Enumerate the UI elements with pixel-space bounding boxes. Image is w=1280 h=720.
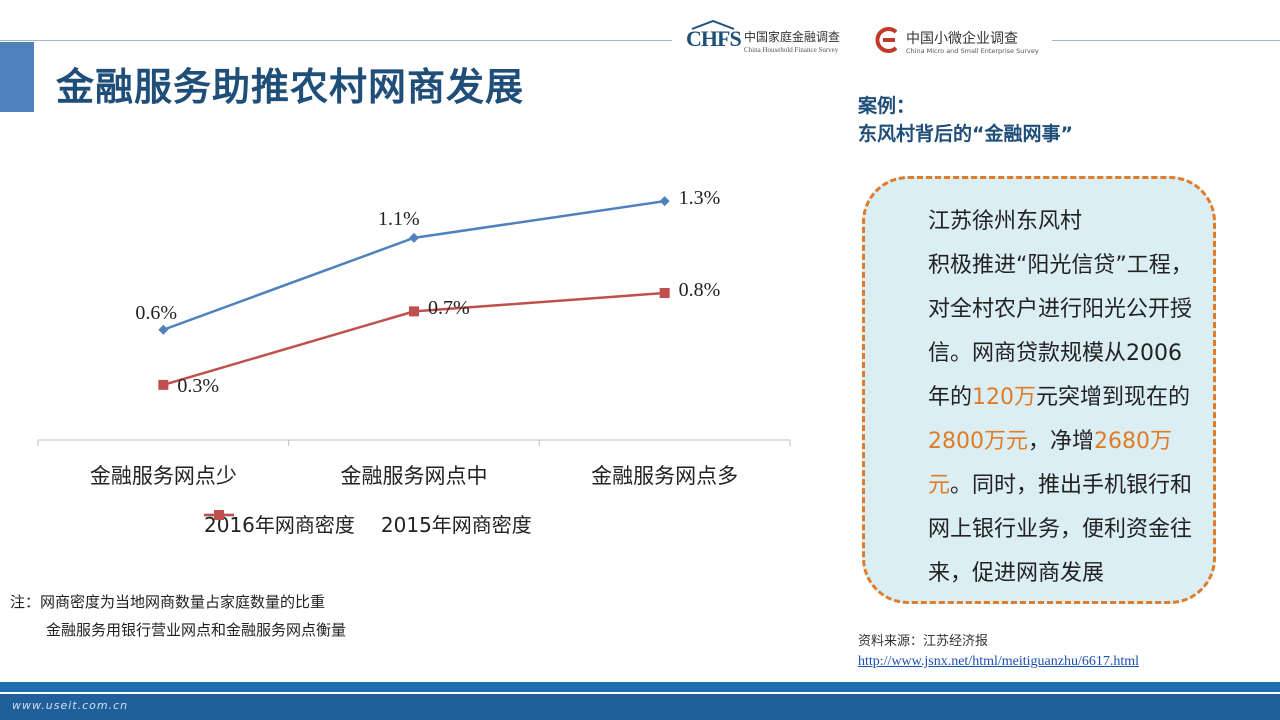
case-text: 江苏徐州东风村 积极推进“阳光信贷”工程，对全村农户进行阳光公开授信。网商贷款规… (892, 200, 1197, 596)
data-label: 1.3% (678, 187, 721, 210)
source-citation: 资料来源：江苏经济报 http://www.jsnx.net/html/meit… (858, 632, 1139, 672)
source-link[interactable]: http://www.jsnx.net/html/meitiguanzhu/66… (858, 654, 1140, 669)
data-point-2016 (659, 196, 670, 207)
legend-label-2016: 2016年网商密度 (204, 512, 355, 537)
legend-swatch-2015 (204, 510, 234, 520)
x-tick-label: 金融服务网点少 (89, 464, 237, 488)
data-point-2015 (659, 288, 670, 298)
chfs-logo: CHFS 中国家庭金融调查 China Household Finance Su… (686, 20, 856, 60)
header-rule-right (1052, 40, 1280, 41)
data-point-2015 (158, 379, 169, 390)
page-title: 金融服务助推农村网商发展 (56, 65, 525, 109)
case-text-b: 元突增到现在的 (1036, 385, 1191, 410)
chart-canvas (37, 196, 791, 446)
case-paragraph-2: 积极推进“阳光信贷”工程，对全村农户进行阳光公开授信。网商贷款规模从2006年的… (892, 244, 1197, 596)
case-callout-box (862, 176, 1216, 604)
legend-item-2015: 2015年网商密度 (204, 509, 532, 538)
footer-band-bottom (0, 694, 1280, 720)
data-label: 0.3% (177, 374, 219, 397)
cmes-name-cn: 中国小微企业调查 (906, 31, 1018, 47)
case-heading: 案例： 东风村背后的“金融网事” (858, 92, 1073, 148)
footer-band-top (0, 682, 1280, 692)
title-accent-bar (0, 42, 34, 112)
highlight-2800wan: 2800万元 (928, 429, 1028, 454)
x-tick-label: 金融服务网点中 (340, 464, 488, 488)
cmes-logo-icon (875, 27, 898, 53)
case-heading-line-1: 案例： (858, 95, 916, 117)
data-label: 0.6% (135, 301, 177, 324)
note-line-1: 注：网商密度为当地网商数量占家庭数量的比重 (10, 593, 326, 611)
case-text-c: ，净增 (1028, 429, 1095, 454)
chart-note: 注：网商密度为当地网商数量占家庭数量的比重 金融服务用银行营业网点和金融服务网点… (10, 588, 346, 644)
source-label: 资料来源：江苏经济报 (858, 634, 989, 649)
chfs-name-en: China Household Finance Survey (744, 46, 839, 54)
data-point-2016 (409, 232, 419, 243)
case-heading-line-2: 东风村背后的“金融网事” (858, 123, 1073, 145)
data-label: 0.7% (428, 297, 470, 320)
data-point-2016 (158, 324, 169, 335)
case-text-a: 积极推进“阳光信贷”工程，对全村农户进行阳光公开授信。网商贷款规模从2006年的 (928, 253, 1193, 410)
note-line-2: 金融服务用银行营业网点和金融服务网点衡量 (46, 621, 347, 639)
case-text-d: 。同时，推出手机银行和网上银行业务，便利资金往来，促进网商发展 (928, 473, 1193, 586)
chfs-mark: CHFS (686, 26, 742, 51)
legend-label-2015: 2015年网商密度 (380, 512, 532, 537)
cmes-logo: 中国小微企业调查 China Micro and Small Enterpris… (874, 24, 1050, 60)
line-chart: 2016年网商密度 2015年网商密度 金融服务网点少 金融服务网点中 金融服务网点… (0, 140, 820, 560)
data-label: 0.8% (678, 279, 721, 301)
case-paragraph-1: 江苏徐州东风村 (928, 209, 1083, 234)
chfs-roof-icon (691, 20, 735, 30)
x-tick-label: 金融服务网点多 (591, 464, 739, 488)
chfs-name-cn: 中国家庭金融调查 (744, 30, 841, 44)
cmes-name-en: China Micro and Small Enterprise Survey (906, 47, 1039, 55)
highlight-120wan: 120万 (972, 385, 1037, 410)
highlight-2680wan: 2680万元 (928, 429, 1173, 498)
data-label: 1.1% (378, 207, 420, 230)
chart-legend: 2016年网商密度 2015年网商密度 (204, 508, 532, 538)
footer-site-text: www.useit.com.cn (12, 699, 129, 712)
header-rule-left (0, 40, 672, 41)
data-point-2015 (409, 306, 419, 317)
